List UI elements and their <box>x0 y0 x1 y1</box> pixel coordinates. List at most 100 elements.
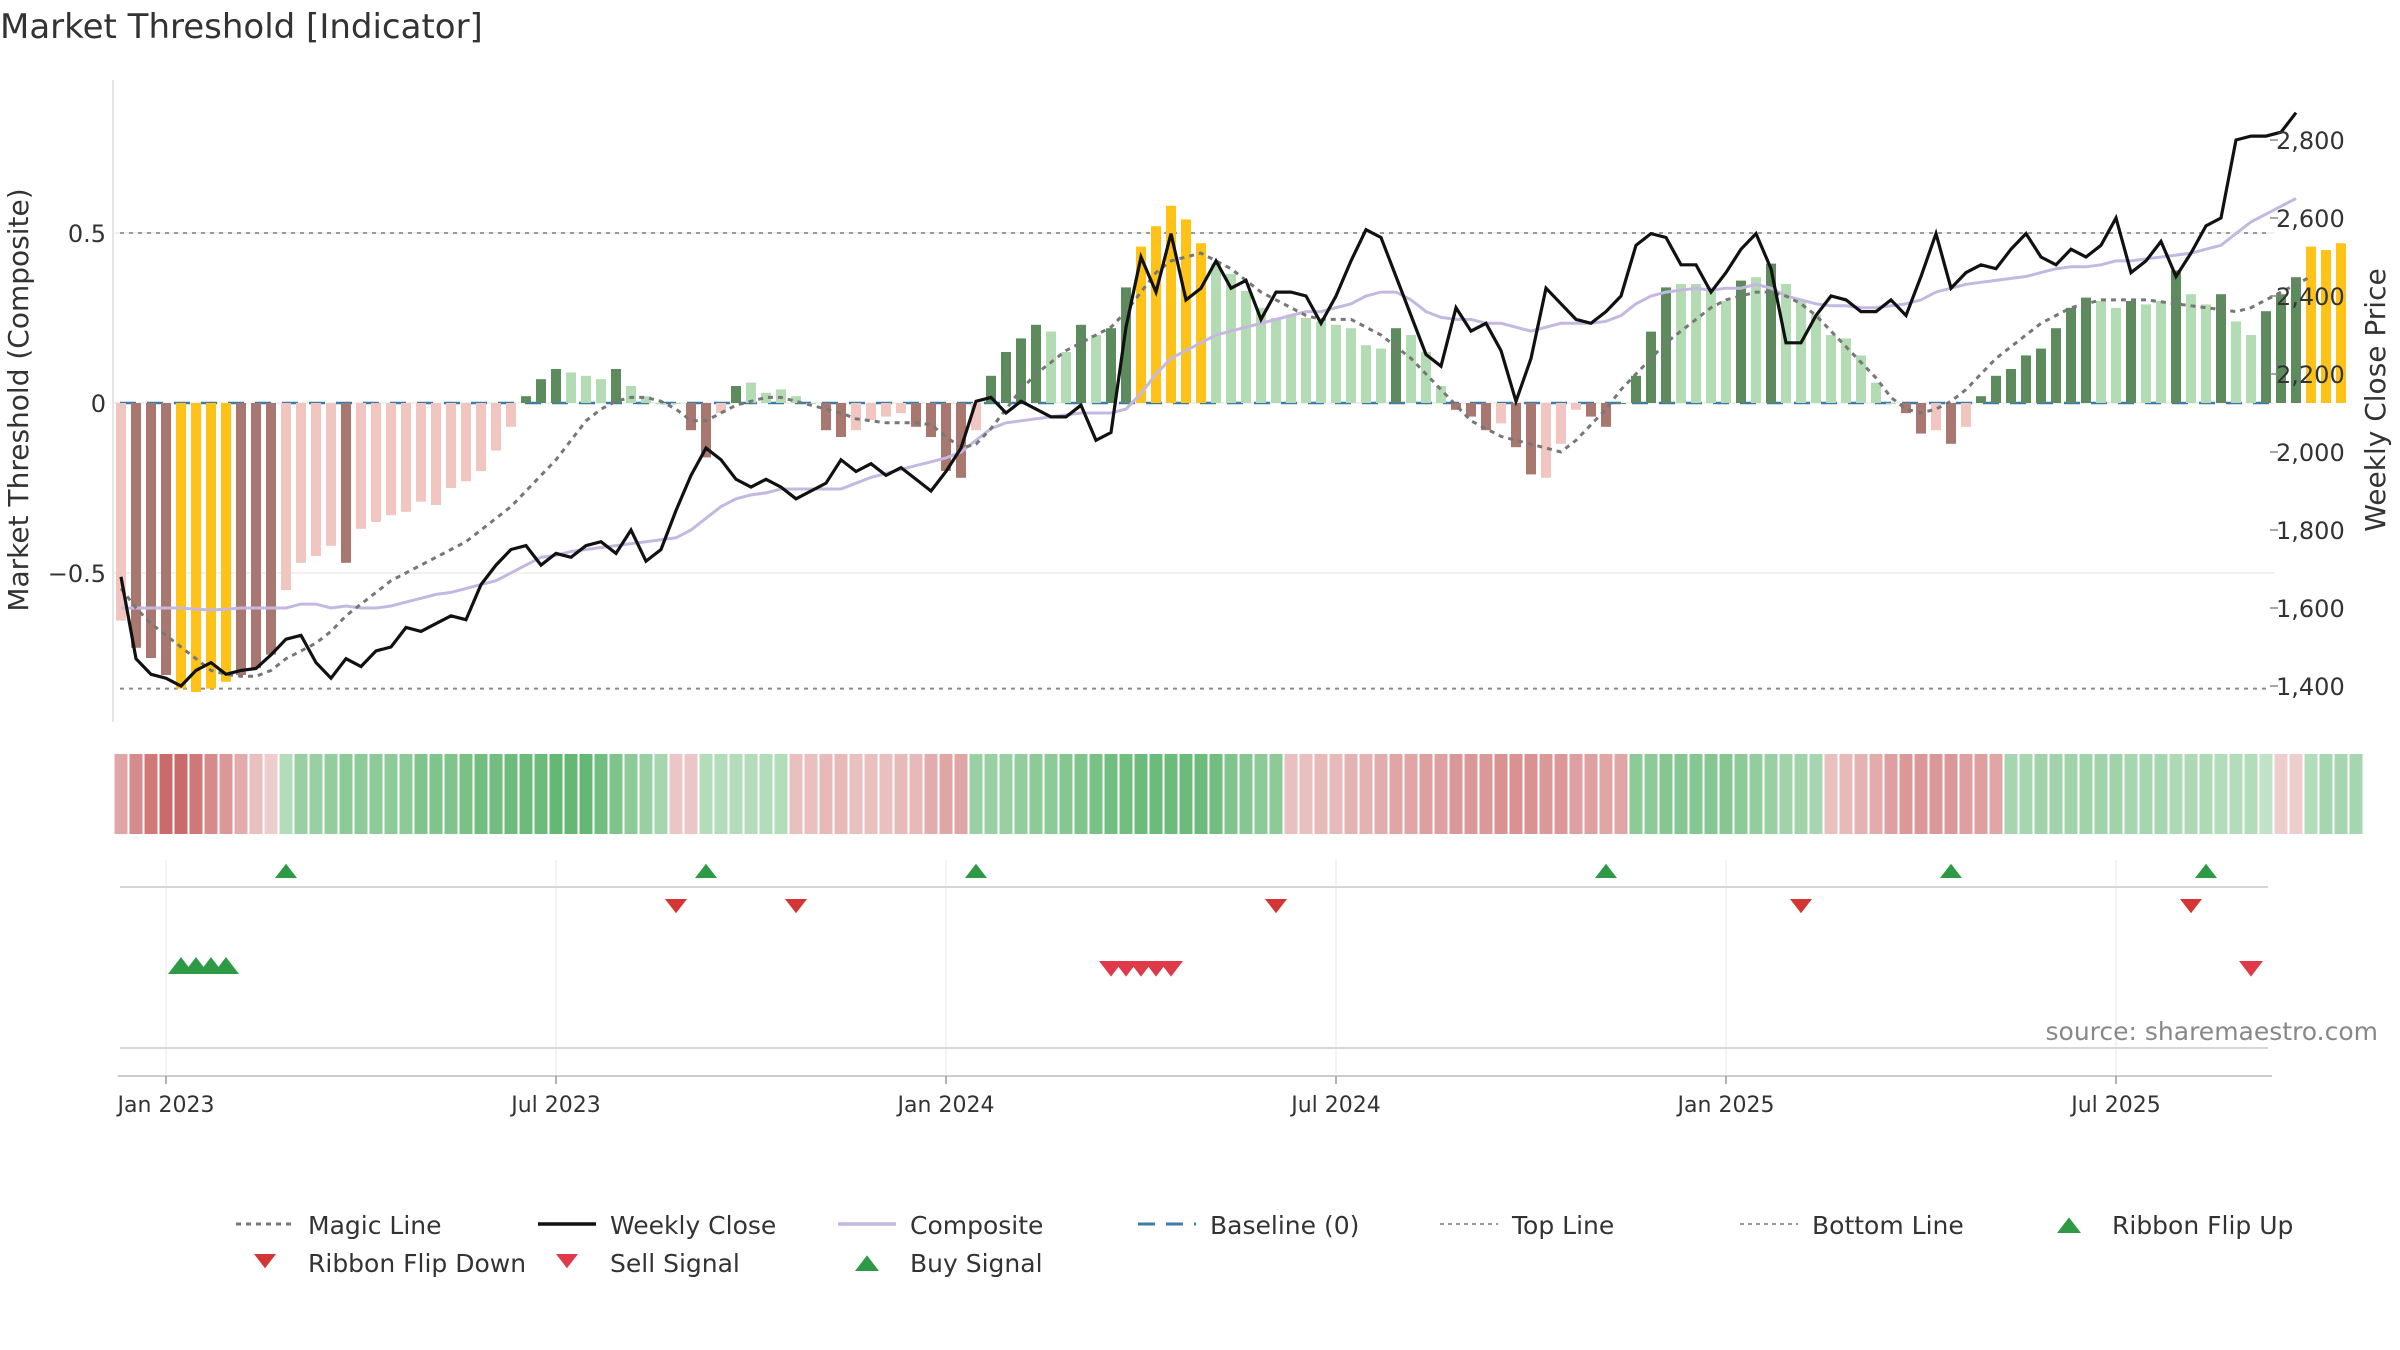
composite-bar <box>431 403 441 505</box>
composite-bar <box>1901 403 1911 414</box>
legend-label: Magic Line <box>308 1211 442 1240</box>
ribbon-cell <box>1779 754 1793 834</box>
buy-sell-signal-markers <box>168 957 2263 977</box>
ribbon-cell <box>459 754 473 834</box>
ribbon-cell <box>759 754 773 834</box>
composite-bar <box>116 403 126 621</box>
ribbon-cell <box>1329 754 1343 834</box>
ribbon-cell <box>1194 754 1208 834</box>
ribbon-cell <box>1254 754 1268 834</box>
ribbon-cell <box>864 754 878 834</box>
sell-signal-marker <box>2239 961 2263 977</box>
ribbon-cell <box>1179 754 1193 834</box>
composite-bar <box>1811 314 1821 403</box>
ribbon-flip-down-marker <box>1265 899 1287 914</box>
ribbon-cell <box>384 754 398 834</box>
ribbon-flip-up-marker <box>2195 863 2217 878</box>
ribbon-cell <box>2319 754 2333 834</box>
ribbon-cell <box>204 754 218 834</box>
y-axis-ticks: 0.5 0 −0.5 <box>48 220 106 588</box>
composite-bar <box>1796 301 1806 403</box>
y-tick-label: 0.5 <box>68 220 106 248</box>
ribbon-flip-up-marker <box>275 863 297 878</box>
ribbon-cell <box>1074 754 1088 834</box>
composite-bar <box>1286 314 1296 403</box>
ribbon-cell <box>954 754 968 834</box>
y2-tick-label: 1,600 <box>2276 595 2345 623</box>
composite-bar <box>1016 338 1026 403</box>
composite-bar <box>446 403 456 488</box>
composite-bar <box>836 403 846 437</box>
composite-bar <box>671 403 681 404</box>
composite-bar <box>956 403 966 478</box>
composite-bar <box>746 382 756 403</box>
composite-bar <box>1226 273 1236 403</box>
ribbon-cell <box>1854 754 1868 834</box>
sell-signal-marker <box>1144 961 1168 977</box>
ribbon-cell <box>924 754 938 834</box>
ribbon-cell <box>2139 754 2153 834</box>
series-lines <box>119 111 2312 688</box>
ribbon-cell <box>894 754 908 834</box>
ribbon-cell <box>504 754 518 834</box>
composite-bar <box>911 403 921 427</box>
ribbon-cell <box>1689 754 1703 834</box>
composite-bar <box>1091 335 1101 403</box>
legend-label: Baseline (0) <box>1210 1211 1359 1240</box>
ribbon-cell <box>684 754 698 834</box>
ribbon-cell <box>1704 754 1718 834</box>
ribbon-cell <box>1644 754 1658 834</box>
ribbon-cell <box>1629 754 1643 834</box>
ribbon-cell <box>189 754 203 834</box>
legend-swatch <box>2057 1217 2081 1233</box>
ribbon-cell <box>1419 754 1433 834</box>
ribbon-cell <box>834 754 848 834</box>
composite-bar <box>1436 386 1446 403</box>
composite-bar <box>656 403 666 404</box>
composite-bars <box>116 205 2346 692</box>
x-tick-label: Jan 2023 <box>116 1093 215 1118</box>
composite-bar <box>611 369 621 403</box>
legend-label: Weekly Close <box>610 1211 776 1240</box>
vertical-gridlines <box>165 860 2117 1076</box>
ribbon-cell <box>1719 754 1733 834</box>
composite-bar <box>1556 403 1566 444</box>
sell-signal-marker <box>1129 961 1153 977</box>
composite-bar <box>536 379 546 403</box>
composite-bar <box>731 386 741 403</box>
composite-bar <box>2006 369 2016 403</box>
composite-bar <box>401 403 411 512</box>
ribbon-cell <box>1614 754 1628 834</box>
ribbon-cell <box>2214 754 2228 834</box>
ribbon-cell <box>1929 754 1943 834</box>
composite-bar <box>1751 277 1761 403</box>
ribbon-cell <box>999 754 1013 834</box>
composite-bar <box>2111 307 2121 403</box>
ribbon-cell <box>984 754 998 834</box>
ribbon-cell <box>2229 754 2243 834</box>
legend-label: Buy Signal <box>910 1249 1043 1278</box>
composite-bar <box>971 403 981 431</box>
ribbon-cell <box>444 754 458 834</box>
ribbon-cell <box>2349 754 2363 834</box>
composite-bar <box>386 403 396 516</box>
composite-bar <box>581 375 591 403</box>
composite-bar <box>1916 403 1926 434</box>
composite-bar <box>1931 403 1941 431</box>
ribbon-cell <box>1299 754 1313 834</box>
composite-bar <box>986 375 996 403</box>
y2-tick-label: 2,200 <box>2276 361 2345 389</box>
x-tick-label: Jan 2025 <box>1676 1093 1775 1118</box>
ribbon-cell <box>1914 754 1928 834</box>
ribbon-cell <box>159 754 173 834</box>
y2-tick-label: 1,400 <box>2276 673 2345 701</box>
legend-label: Sell Signal <box>610 1249 740 1278</box>
y2-tick-label: 1,800 <box>2276 517 2345 545</box>
composite-bar <box>1511 403 1521 448</box>
ribbon-cell <box>849 754 863 834</box>
sell-signal-marker <box>1114 961 1138 977</box>
ribbon-cell <box>1944 754 1958 834</box>
ribbon-cell <box>369 754 383 834</box>
composite-bar <box>251 403 261 669</box>
ribbon-cell <box>1899 754 1913 834</box>
